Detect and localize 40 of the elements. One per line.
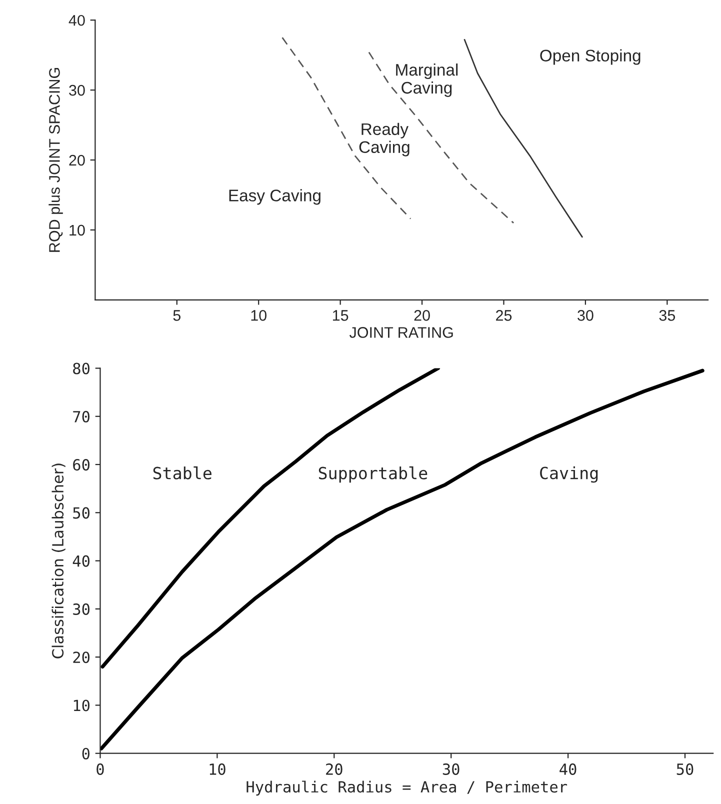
x-tick-label: 50	[676, 763, 694, 775]
x-tick-label: 20	[326, 763, 342, 775]
line-series	[100, 368, 440, 668]
x-tick-label: 5	[173, 310, 180, 321]
annotation: Easy Caving	[229, 189, 320, 205]
x-tick-label: 35	[659, 310, 676, 321]
y-tick-label: 50	[73, 507, 90, 519]
y-tick-label: 40	[68, 14, 85, 26]
x-tick-label: 30	[442, 763, 460, 775]
y-tick-label: 0	[82, 748, 90, 760]
x-axis-title: JOINT RATING	[349, 327, 453, 338]
x-tick-label: 15	[332, 310, 348, 321]
y-tick-label: 20	[73, 652, 90, 664]
x-tick-label: 0	[96, 763, 104, 775]
line-series	[464, 38, 583, 238]
x-tick-label: 30	[578, 310, 594, 321]
annotation: Stable	[153, 466, 212, 480]
annotation: Caving	[540, 466, 598, 483]
x-tick-label: 40	[560, 763, 576, 775]
y-tick-label: 60	[73, 459, 90, 471]
y-tick-label: 20	[69, 154, 85, 166]
x-axis-title: Hydraulic Radius = Area / Perimeter	[246, 780, 568, 796]
line-series	[100, 368, 704, 750]
y-axis-title: Classification (Laubscher)	[52, 464, 66, 658]
annotation: Supportable	[318, 466, 428, 483]
x-tick-label: 20	[414, 310, 430, 321]
y-tick-label: 40	[72, 555, 90, 567]
y-tick-label: 80	[73, 362, 90, 374]
annotation: Ready Caving	[359, 122, 410, 156]
y-tick-label: 30	[73, 603, 90, 615]
y-tick-label: 70	[73, 410, 90, 422]
x-tick-label: 10	[210, 763, 226, 775]
y-axis-title: RQD plus JOINT SPACING	[48, 68, 63, 252]
y-tick-label: 30	[69, 84, 85, 96]
x-tick-label: 10	[251, 310, 266, 321]
annotation: Marginal Caving	[396, 64, 458, 97]
y-tick-label: 10	[74, 700, 90, 712]
y-tick-label: 10	[70, 224, 85, 236]
x-tick-label: 25	[496, 310, 512, 321]
annotation: Open Stoping	[540, 49, 640, 65]
